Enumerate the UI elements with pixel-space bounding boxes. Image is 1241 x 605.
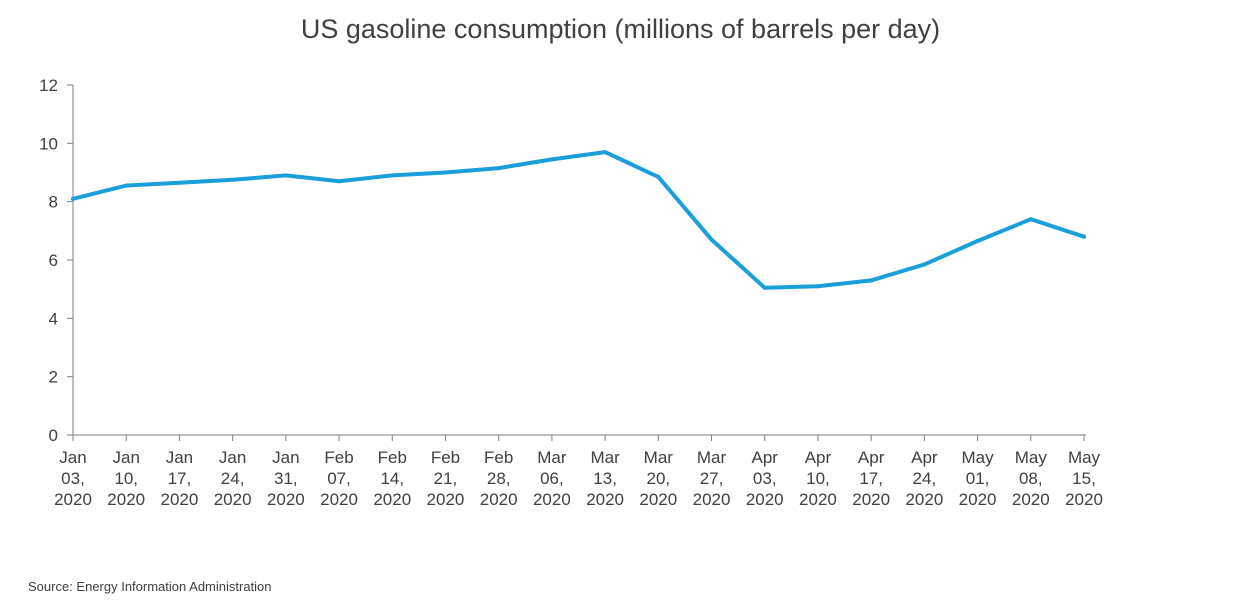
- chart-title: US gasoline consumption (millions of bar…: [300, 14, 941, 44]
- series-line: [71, 150, 1086, 290]
- data-point: [549, 157, 554, 162]
- x-tick-label: Jan 17, 2020: [161, 448, 199, 509]
- data-point: [71, 196, 75, 201]
- data-point: [656, 174, 661, 179]
- data-point: [603, 150, 608, 155]
- y-axis: 0 2 4 6 8 10 12: [39, 76, 74, 445]
- data-point: [496, 166, 501, 171]
- x-tick-label: Mar 06, 2020: [533, 448, 571, 509]
- x-tick-label: Jan 03, 2020: [54, 448, 92, 509]
- x-tick-label: Feb 07, 2020: [320, 448, 358, 509]
- y-tick-label: 6: [49, 251, 58, 270]
- data-point: [337, 179, 342, 184]
- x-tick-label: Apr 10, 2020: [799, 448, 837, 509]
- data-point: [283, 173, 288, 178]
- y-tick-label: 12: [39, 76, 58, 95]
- data-point: [709, 237, 714, 242]
- data-point: [443, 170, 448, 175]
- data-point: [869, 278, 874, 283]
- y-tick-label: 10: [39, 134, 58, 153]
- data-point: [1082, 234, 1086, 239]
- x-tick-label: Feb 28, 2020: [480, 448, 518, 509]
- x-tick-label: Mar 27, 2020: [693, 448, 731, 509]
- y-tick-label: 2: [49, 368, 58, 387]
- x-tick-label: Apr 17, 2020: [852, 448, 890, 509]
- x-tick-label: Mar 20, 2020: [639, 448, 677, 509]
- source-note: Source: Energy Information Administratio…: [28, 579, 272, 594]
- x-tick-label: May 08, 2020: [1012, 448, 1050, 509]
- data-point: [975, 239, 980, 244]
- data-point: [762, 285, 767, 290]
- series-group: [71, 150, 1086, 290]
- x-tick-label: May 01, 2020: [959, 448, 997, 509]
- x-tick-label: Mar 13, 2020: [586, 448, 624, 509]
- x-tick-label: Feb 14, 2020: [373, 448, 411, 509]
- x-tick-label: Jan 10, 2020: [107, 448, 145, 509]
- data-point: [1028, 217, 1033, 222]
- x-tick-label: Feb 21, 2020: [427, 448, 465, 509]
- data-point: [922, 262, 927, 267]
- data-point: [177, 180, 182, 185]
- x-tick-label: Jan 31, 2020: [267, 448, 305, 509]
- y-tick-label: 4: [49, 309, 58, 328]
- data-point: [124, 183, 129, 188]
- data-point: [815, 284, 820, 289]
- y-tick-label: 0: [49, 426, 58, 445]
- data-point: [390, 173, 395, 178]
- x-tick-label: Jan 24, 2020: [214, 448, 252, 509]
- x-tick-label: Apr 03, 2020: [746, 448, 784, 509]
- x-tick-label: May 15, 2020: [1065, 448, 1103, 509]
- x-axis: Jan 03, 2020 Jan 10, 2020 Jan 17, 2020 Jan 24, 2020…: [54, 434, 1103, 509]
- y-tick-label: 8: [49, 193, 58, 212]
- data-point: [230, 177, 235, 182]
- x-tick-label: Apr 24, 2020: [905, 448, 943, 509]
